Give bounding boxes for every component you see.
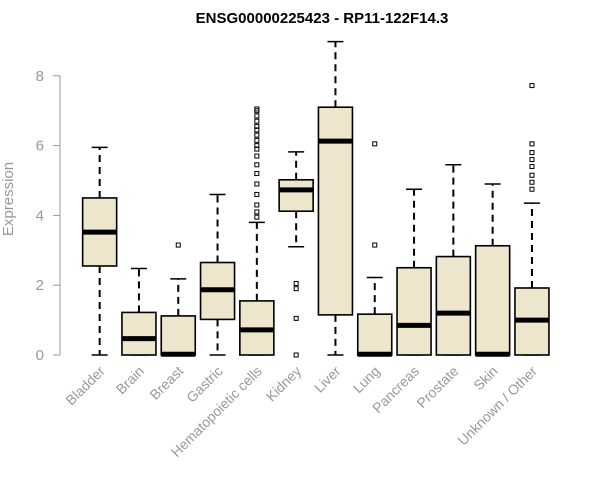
boxes-group: [81, 40, 550, 358]
outlier-point: [529, 164, 535, 170]
y-axis: 0 2 4 6 8: [36, 68, 61, 364]
outlier-point: [293, 315, 299, 321]
outlier-point: [529, 83, 535, 89]
outlier-point: [254, 214, 260, 220]
outlier-point: [175, 242, 181, 248]
iqr-box: [160, 315, 197, 356]
iqr-box: [396, 266, 432, 356]
outlier-point: [254, 113, 260, 119]
box-unknown-other: [514, 83, 550, 356]
outlier-point: [254, 171, 260, 177]
box-prostate: [435, 164, 472, 356]
outlier-point: [372, 141, 378, 147]
y-tick-label: 8: [36, 68, 44, 85]
x-tick-label: Skin: [470, 363, 501, 394]
outlier-point: [293, 280, 299, 286]
iqr-box: [317, 106, 354, 316]
outlier-point: [254, 123, 260, 129]
outlier-point: [254, 106, 260, 112]
outlier-point: [529, 179, 535, 185]
iqr-box: [356, 313, 393, 356]
chart-title: ENSG00000225423 - RP11-122F14.3: [196, 10, 449, 27]
outlier-point: [254, 118, 260, 124]
outlier-point: [254, 209, 260, 215]
box-breast: [160, 242, 197, 357]
outlier-point: [254, 162, 260, 168]
outlier-point: [293, 352, 299, 358]
x-tick-label: Kidney: [263, 363, 305, 405]
box-kidney: [278, 151, 314, 358]
outlier-point: [254, 143, 260, 149]
y-axis-label: Expression: [0, 162, 17, 236]
x-tick-label: Breast: [146, 363, 186, 403]
outlier-point: [529, 150, 535, 156]
x-tick-label: Lung: [350, 363, 383, 396]
y-tick-label: 0: [36, 347, 44, 364]
x-tick-label: Brain: [113, 363, 147, 397]
outlier-point: [254, 137, 260, 143]
y-tick-label: 6: [36, 138, 44, 155]
box-gastric: [199, 193, 236, 356]
box-pancreas: [396, 188, 432, 356]
outlier-point: [529, 141, 535, 147]
iqr-box: [435, 255, 472, 356]
x-tick-label: Prostate: [413, 363, 461, 411]
outlier-point: [254, 132, 260, 138]
iqr-box: [278, 179, 314, 213]
box-lung: [356, 141, 393, 357]
outlier-point: [254, 181, 260, 187]
x-tick-label: Liver: [311, 363, 344, 396]
box-bladder: [81, 146, 118, 356]
box-brain: [121, 267, 157, 356]
outlier-point: [254, 191, 260, 197]
y-tick-label: 2: [36, 277, 44, 294]
y-tick-label: 4: [36, 207, 44, 224]
outlier-point: [529, 157, 535, 163]
outlier-point: [529, 186, 535, 192]
outlier-point: [254, 127, 260, 133]
box-liver: [317, 40, 354, 356]
outlier-point: [529, 172, 535, 178]
box-hematopoietic-cells: [239, 106, 275, 356]
outlier-point: [372, 242, 378, 248]
iqr-box: [474, 244, 511, 356]
outlier-point: [254, 153, 260, 159]
outlier-point: [293, 286, 299, 292]
box-skin: [474, 183, 511, 357]
outlier-point: [254, 202, 260, 208]
x-tick-label: Bladder: [62, 363, 108, 409]
outlier-point: [254, 146, 260, 152]
iqr-box: [121, 311, 157, 356]
